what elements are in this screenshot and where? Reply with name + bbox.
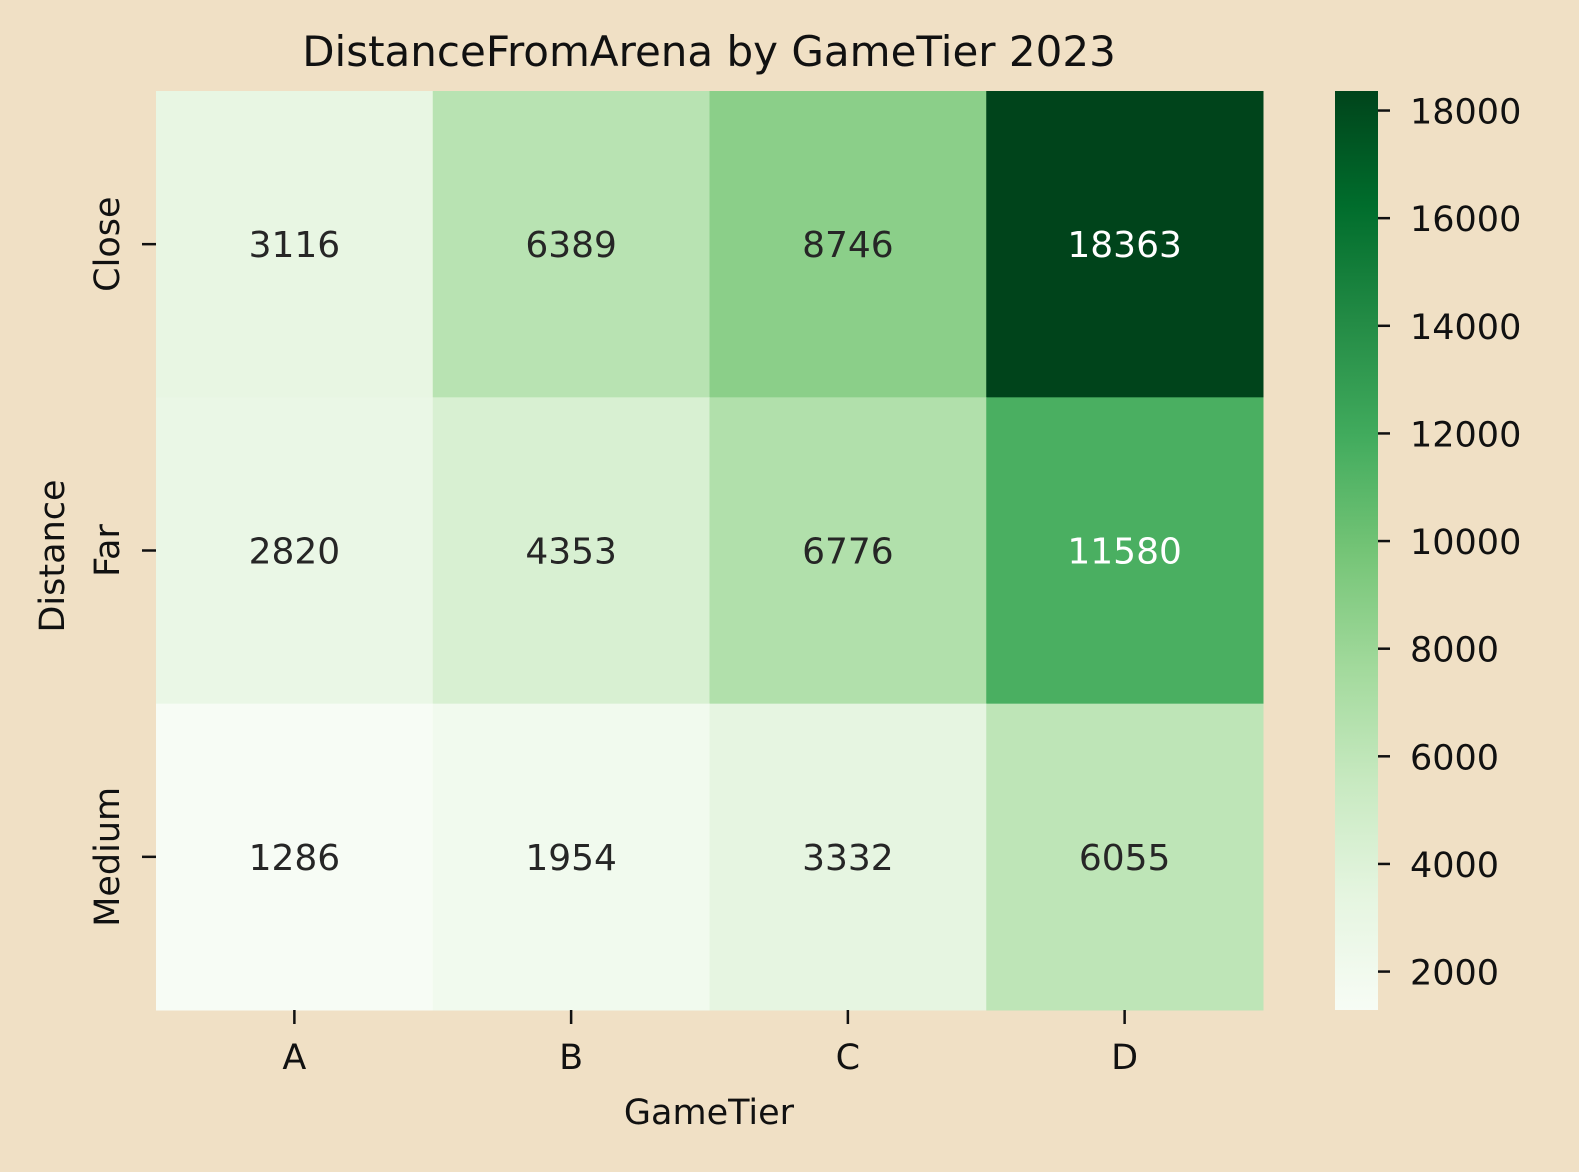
- x-tick-label: D: [1111, 1038, 1138, 1078]
- cell-value-label: 1954: [525, 838, 617, 879]
- cell-value-label: 3332: [802, 838, 894, 879]
- colorbar-tick-label: 16000: [1410, 200, 1521, 240]
- cell-value-label: 1286: [249, 838, 341, 879]
- cell-value-labels: 3116 6389 8746 18363 2820 4353 6776 11580 1286 19…: [249, 225, 1182, 879]
- heatmap-cell-close-d: [986, 91, 1264, 398]
- y-axis: Close Far Medium: [88, 196, 156, 927]
- heatmap-cell-far-c: [709, 397, 987, 705]
- heatmap-cell-close-b: [432, 91, 710, 398]
- cell-value-label: 2820: [249, 532, 341, 573]
- cell-value-label: 18363: [1067, 225, 1182, 266]
- colorbar-tick-label: 10000: [1410, 523, 1521, 563]
- y-tick-label: Close: [88, 196, 128, 291]
- cell-value-label: 4353: [525, 532, 617, 573]
- heatmap-cell-close-c: [709, 91, 987, 398]
- colorbar-tick-label: 14000: [1410, 308, 1521, 348]
- colorbar-tick-label: 12000: [1410, 415, 1521, 455]
- heatmap-cell-medium-b: [432, 703, 710, 1011]
- heatmap-cell-medium-c: [709, 703, 987, 1011]
- cell-value-label: 6776: [802, 532, 894, 573]
- colorbar-ticks: 2000 4000 6000 8000 10000 12000 14000 16000 1800…: [1378, 93, 1521, 994]
- y-tick-label: Far: [88, 524, 128, 577]
- chart-title: DistanceFromArena by GameTier 2023: [302, 27, 1116, 76]
- colorbar-tick-label: 4000: [1410, 846, 1499, 886]
- colorbar-tick-label: 2000: [1410, 954, 1499, 994]
- x-axis-label: GameTier: [624, 1093, 795, 1133]
- heatmap-cells: [156, 91, 1264, 1011]
- x-tick-label: A: [282, 1038, 306, 1078]
- colorbar-tick-label: 6000: [1410, 738, 1499, 778]
- colorbar-tick-label: 8000: [1410, 631, 1499, 671]
- heatmap-cell-far-a: [156, 397, 434, 705]
- x-tick-label: B: [559, 1038, 583, 1078]
- heatmap-cell-close-a: [156, 91, 434, 398]
- colorbar-tick-label: 18000: [1410, 93, 1521, 133]
- cell-value-label: 6055: [1079, 838, 1171, 879]
- heatmap-cell-medium-a: [156, 703, 434, 1011]
- heatmap-cell-medium-d: [986, 703, 1264, 1011]
- colorbar: 2000 4000 6000 8000 10000 12000 14000 16000 1800…: [1335, 91, 1521, 1010]
- y-tick-label: Medium: [88, 787, 128, 927]
- x-tick-label: C: [836, 1038, 860, 1078]
- x-axis: A B C D: [282, 1010, 1138, 1078]
- heatmap-cell-far-d: [986, 397, 1264, 705]
- y-axis-label: Distance: [33, 479, 73, 632]
- cell-value-label: 11580: [1067, 532, 1182, 573]
- cell-value-label: 6389: [525, 225, 617, 266]
- cell-value-label: 3116: [249, 225, 341, 266]
- colorbar-gradient: [1335, 91, 1378, 1010]
- heatmap-cell-far-b: [432, 397, 710, 705]
- cell-value-label: 8746: [802, 225, 894, 266]
